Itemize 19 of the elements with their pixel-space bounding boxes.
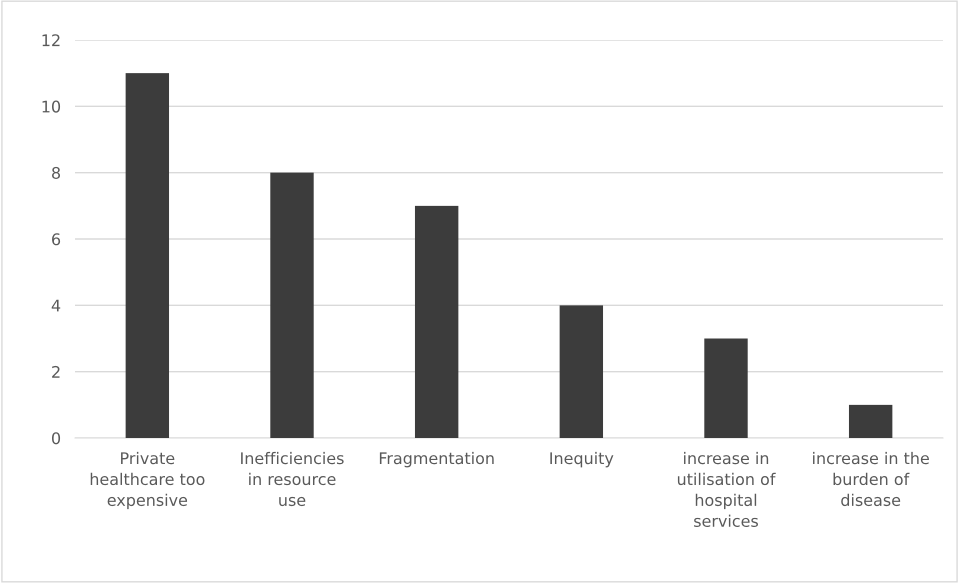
- y-tick-label: 4: [52, 300, 60, 312]
- bar: [704, 338, 748, 438]
- bar: [126, 73, 170, 438]
- x-tick-label: Inequity: [550, 452, 614, 468]
- x-tick-label: Inefficiencies in resource use: [241, 452, 344, 506]
- y-tick-label: 8: [52, 166, 60, 179]
- x-tick-label: Private healthcare too expensive: [90, 452, 204, 510]
- y-tick-label: 10: [42, 100, 60, 113]
- bar: [560, 305, 604, 438]
- y-tick-label: 12: [42, 34, 60, 46]
- bar: [414, 206, 458, 438]
- bar: [270, 172, 314, 438]
- y-tick-label: 2: [52, 366, 60, 378]
- x-tick-label: increase in the burden of disease: [813, 452, 929, 506]
- y-tick-label: 6: [52, 233, 60, 246]
- x-tick-label: Fragmentation: [380, 452, 494, 468]
- bar: [848, 404, 892, 438]
- x-tick-label: increase in utilisation of hospital services: [678, 452, 776, 528]
- y-tick-label: 0: [52, 432, 60, 444]
